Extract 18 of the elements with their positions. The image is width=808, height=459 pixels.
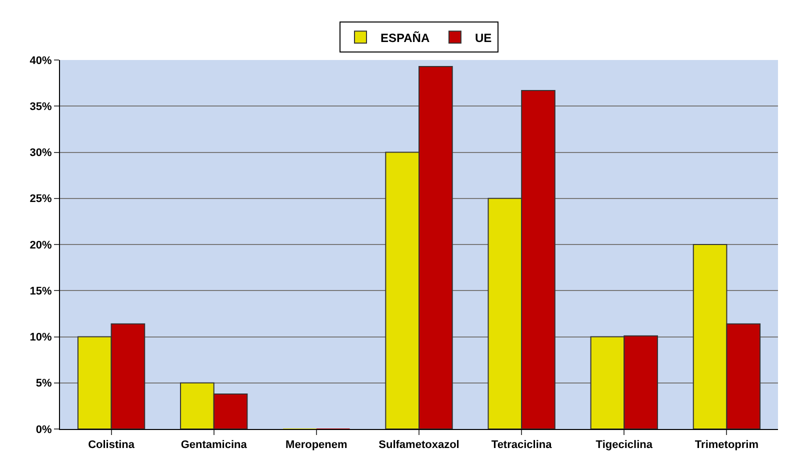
y-tick-label: 20% xyxy=(30,239,52,252)
y-tick-label: 15% xyxy=(30,285,52,298)
y-tick-label: 5% xyxy=(36,378,52,390)
y-tick-label: 40% xyxy=(30,54,52,67)
y-tick-label: 30% xyxy=(30,147,52,160)
y-tick-label: 25% xyxy=(30,193,52,206)
x-tick-label: Trimetoprim xyxy=(694,439,759,452)
x-tick-label: Gentamicina xyxy=(180,439,248,452)
y-tick-label: 0% xyxy=(36,424,52,436)
legend-label: ESPAÑA xyxy=(380,30,430,45)
x-tick-label: Sulfametoxazol xyxy=(378,439,460,452)
x-tick-label: Colistina xyxy=(88,439,136,452)
x-tick-label: Tetraciclina xyxy=(491,439,553,452)
legend-label: UE xyxy=(474,30,492,45)
x-tick-label: Meropenem xyxy=(286,439,348,452)
y-tick-label: 35% xyxy=(30,100,52,113)
y-tick-label: 10% xyxy=(30,332,52,344)
x-tick-label: Tigeciclina xyxy=(596,439,654,452)
